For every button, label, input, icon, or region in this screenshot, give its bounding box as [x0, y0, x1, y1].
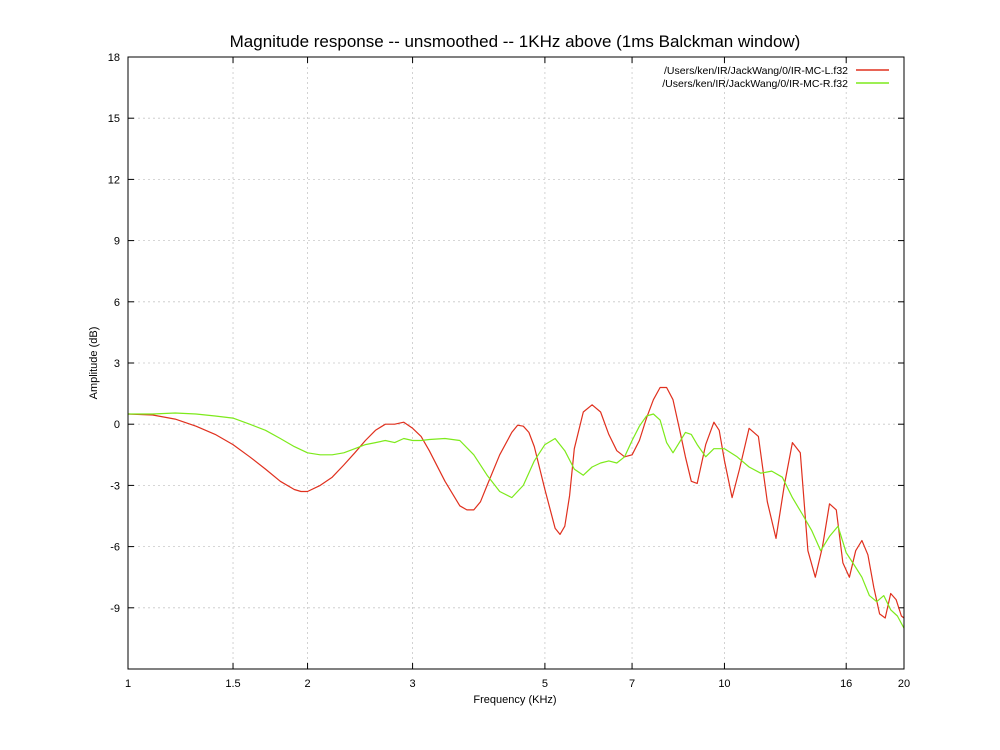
y-tick-label: 0 — [114, 419, 120, 431]
y-tick-label: -6 — [110, 542, 120, 554]
y-tick-label: 18 — [108, 52, 120, 64]
axis-ticks: 1 1.5 2 3 5 7 10 16 20 -9 -6 -3 0 3 6 9 12 15 18 — [108, 52, 910, 690]
series-layer — [127, 386, 905, 629]
series-line-right — [128, 412, 905, 629]
x-tick-label: 1.5 — [225, 678, 240, 690]
y-axis-label: Amplitude (dB) — [88, 327, 100, 400]
x-tick-label: 3 — [410, 678, 416, 690]
x-tick-label: 5 — [542, 678, 548, 690]
x-tick-label: 10 — [718, 678, 730, 690]
grid — [128, 57, 904, 669]
y-tick-label: 3 — [114, 358, 120, 370]
x-tick-label: 2 — [304, 678, 310, 690]
x-tick-label: 7 — [629, 678, 635, 690]
legend-label: /Users/ken/IR/JackWang/0/IR-MC-L.f32 — [664, 65, 848, 77]
legend: /Users/ken/IR/JackWang/0/IR-MC-L.f32/Use… — [662, 65, 889, 90]
x-tick-label: 1 — [125, 678, 131, 690]
y-tick-label: -9 — [110, 603, 120, 615]
x-tick-label: 16 — [840, 678, 852, 690]
y-tick-label: 9 — [114, 236, 120, 248]
y-tick-label: 15 — [108, 113, 120, 125]
legend-label: /Users/ken/IR/JackWang/0/IR-MC-R.f32 — [662, 78, 848, 90]
x-axis-label: Frequency (KHz) — [473, 694, 556, 706]
series-line-left — [127, 386, 905, 619]
chart-title: Magnitude response -- unsmoothed -- 1KHz… — [230, 32, 801, 51]
x-tick-label: 20 — [898, 678, 910, 690]
y-tick-label: 12 — [108, 174, 120, 186]
y-tick-label: 6 — [114, 297, 120, 309]
y-tick-label: -3 — [110, 480, 120, 492]
plot-frame — [127, 56, 905, 670]
